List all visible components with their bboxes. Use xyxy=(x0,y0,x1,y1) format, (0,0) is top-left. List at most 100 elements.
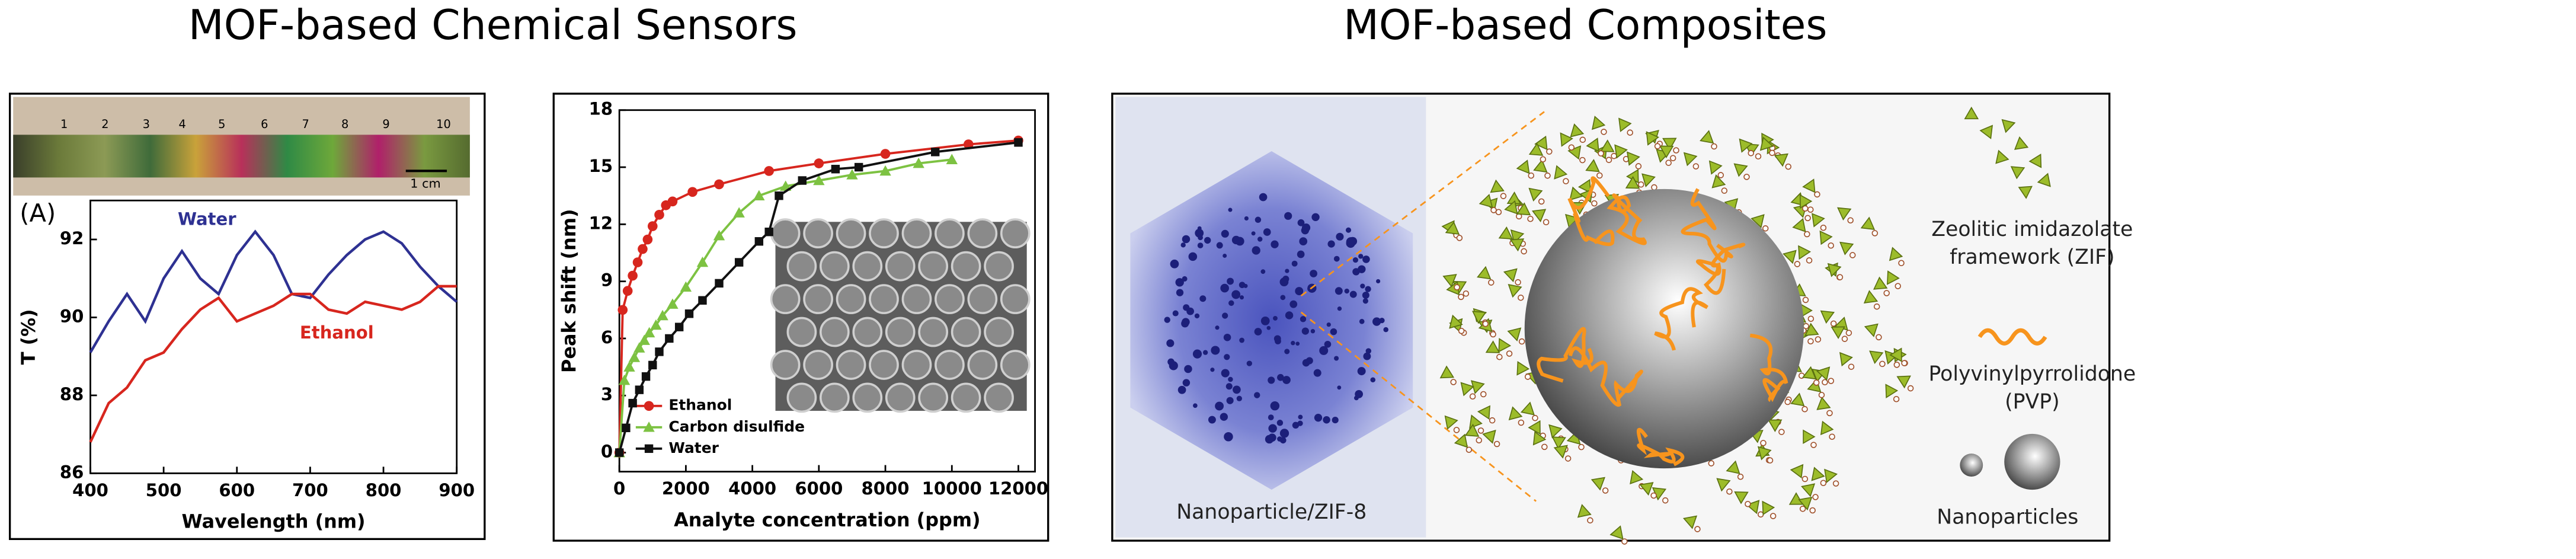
data-point xyxy=(754,237,764,246)
zif-unit xyxy=(1889,247,1903,261)
data-point xyxy=(687,187,697,197)
panel-label: (A) xyxy=(20,199,56,228)
data-point xyxy=(623,361,635,372)
sem-grain xyxy=(852,251,883,282)
zif-linker xyxy=(1506,350,1513,357)
zif-linker xyxy=(1469,393,1476,400)
zif-linker xyxy=(1755,153,1762,160)
tem-dot xyxy=(1233,385,1241,394)
zif-linker xyxy=(1568,144,1575,151)
zif-unit xyxy=(1444,415,1458,430)
zif-unit xyxy=(1534,135,1548,151)
y-tick-label: 3 xyxy=(601,384,613,404)
zif-linker xyxy=(1488,279,1495,286)
data-point xyxy=(628,270,638,281)
tem-dot xyxy=(1210,368,1215,372)
sem-grain xyxy=(869,350,899,380)
tem-dot xyxy=(1246,360,1252,366)
sem-grain xyxy=(885,317,916,347)
tem-dot xyxy=(1327,240,1335,248)
tem-dot xyxy=(1226,397,1234,404)
zif-linker xyxy=(1543,219,1550,226)
zif-linker xyxy=(1876,334,1882,341)
legend-text: Polyvinylpyrrolidone xyxy=(1929,362,2136,386)
tem-dot xyxy=(1370,377,1376,383)
zif-linker xyxy=(1721,187,1728,194)
zif-linker xyxy=(1458,327,1465,334)
zif-linker xyxy=(1465,446,1473,453)
data-point xyxy=(655,347,664,356)
zif-unit xyxy=(1591,477,1605,491)
y-tick-label: 92 xyxy=(60,228,84,248)
tem-dot xyxy=(1297,420,1303,426)
tem-dot xyxy=(1314,414,1323,422)
zif-unit xyxy=(1639,482,1654,496)
tem-dot xyxy=(1257,237,1263,242)
y-tick-label: 18 xyxy=(589,99,613,119)
strip-label: 5 xyxy=(218,117,225,131)
plot-frame xyxy=(618,109,1036,473)
tem-dot xyxy=(1227,277,1234,285)
sem-inset xyxy=(770,218,1031,413)
pvp-chain xyxy=(1636,427,1685,467)
zif-linker xyxy=(1454,284,1460,290)
data-point xyxy=(775,191,783,200)
tem-dot xyxy=(1260,269,1266,274)
x-tick-label: 400 xyxy=(72,480,108,500)
strip-label: 7 xyxy=(302,117,309,131)
zif-unit xyxy=(1790,392,1805,407)
zif-linker xyxy=(1810,442,1817,448)
zif-linker xyxy=(1489,417,1496,424)
tem-dot xyxy=(1319,346,1329,355)
data-point xyxy=(753,190,765,200)
diagram-caption: Nanoparticle/ZIF-8 xyxy=(1176,500,1367,524)
tem-dot xyxy=(1297,219,1305,226)
tem-dot xyxy=(1202,350,1208,355)
zif-unit xyxy=(1802,366,1817,380)
zif-unit xyxy=(1827,263,1842,277)
zif-unit xyxy=(1816,396,1831,410)
tem-dot xyxy=(1239,295,1244,300)
zif-linker xyxy=(1847,217,1854,223)
zif-unit xyxy=(1802,178,1816,193)
tem-dot xyxy=(1166,339,1175,347)
sem-grain xyxy=(918,251,949,282)
zif-linker xyxy=(1807,338,1814,345)
y-axis-label: Peak shift (nm) xyxy=(558,209,580,373)
y-tick-label: 90 xyxy=(60,306,84,326)
zif-linker xyxy=(1673,147,1679,154)
zif-linker xyxy=(1482,321,1489,327)
tem-dot xyxy=(1346,238,1355,248)
tem-dot xyxy=(1177,385,1186,394)
zif-linker xyxy=(1528,172,1535,179)
data-point xyxy=(879,165,891,176)
zif-unit xyxy=(1885,384,1899,398)
zif-unit xyxy=(1751,214,1765,229)
x-tick-label: 900 xyxy=(439,480,475,500)
zif-linker xyxy=(1496,353,1503,360)
tem-dots xyxy=(1164,193,1388,444)
tem-dot xyxy=(1216,242,1223,249)
zif-unit xyxy=(1531,209,1547,222)
tem-dot xyxy=(1282,376,1291,384)
zif-linker xyxy=(1605,156,1612,164)
zif-linker xyxy=(1804,215,1811,222)
tem-dot xyxy=(1194,313,1200,319)
tem-dot xyxy=(1268,424,1277,433)
zif-unit xyxy=(1464,423,1480,437)
strip-label: 2 xyxy=(101,117,108,131)
tem-dot xyxy=(1333,255,1340,262)
tem-dot xyxy=(1271,240,1279,248)
tem-dot xyxy=(1273,315,1278,321)
tem-dot xyxy=(1215,325,1220,330)
zif-linker xyxy=(1579,156,1586,164)
zif-unit xyxy=(1516,159,1530,174)
zif-unit xyxy=(1445,221,1460,235)
zif-linker xyxy=(1493,440,1500,448)
zif-unit xyxy=(1745,143,1759,157)
zif-unit xyxy=(1528,187,1543,202)
zif-linker xyxy=(1745,500,1751,507)
tem-dot xyxy=(1349,290,1357,298)
sem-grain xyxy=(770,284,801,314)
